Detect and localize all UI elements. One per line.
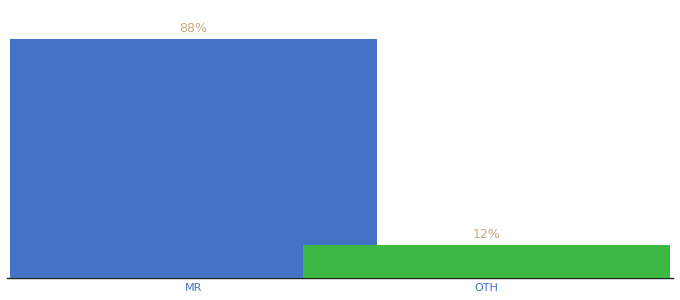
Bar — [10, 39, 377, 278]
Text: 88%: 88% — [180, 22, 207, 35]
Text: 12%: 12% — [473, 228, 500, 241]
Bar — [303, 245, 670, 278]
